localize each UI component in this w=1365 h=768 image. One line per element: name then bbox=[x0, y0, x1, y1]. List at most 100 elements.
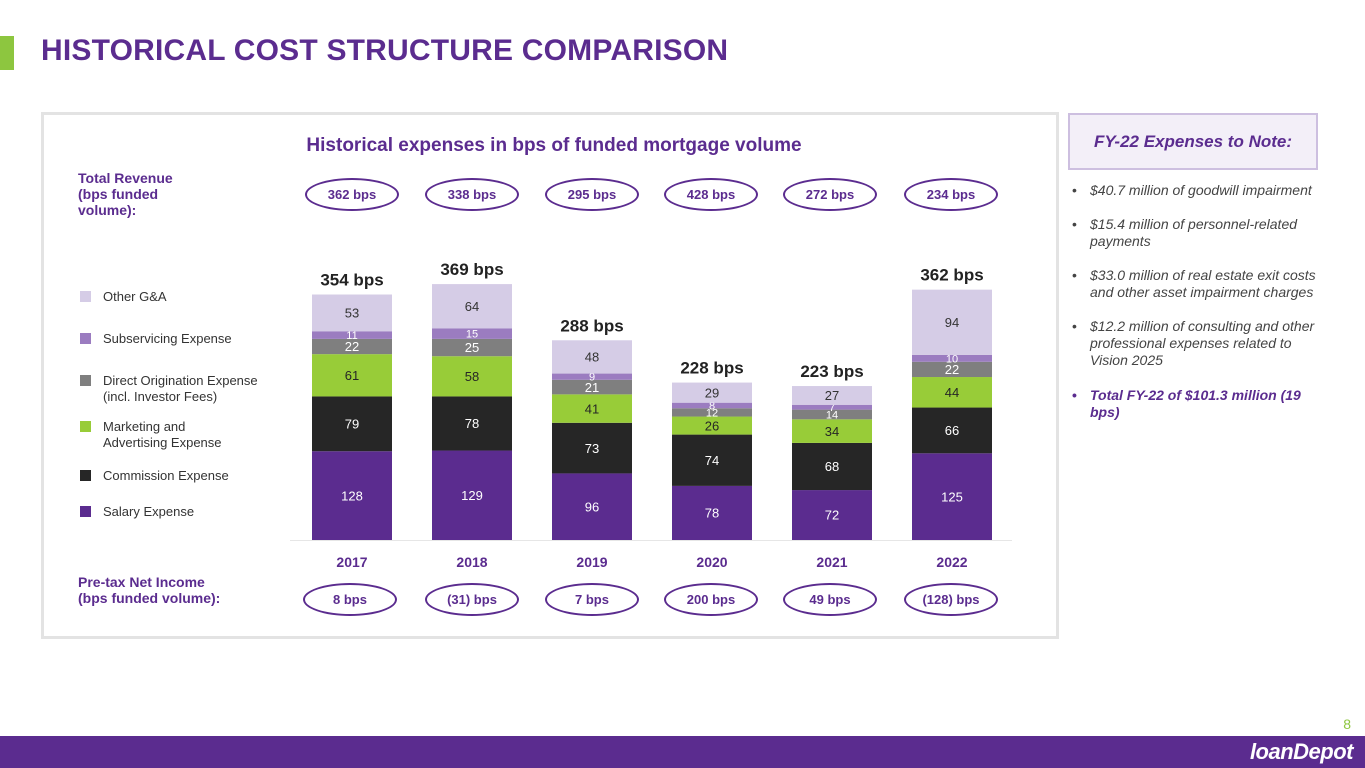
data-label: 29 bbox=[705, 385, 719, 400]
bar-total-label: 354 bps bbox=[320, 271, 383, 290]
legend-label: Subservicing Expense bbox=[103, 331, 232, 346]
legend-swatch bbox=[80, 375, 91, 386]
data-label: 34 bbox=[825, 424, 839, 439]
revenue-pill-2019: 295 bps bbox=[545, 178, 639, 211]
bar-segment-2021-salary-expense bbox=[792, 490, 872, 540]
income-pill-2017: 8 bps bbox=[303, 583, 397, 616]
bar-segment-2019-direct-origination-expense-incl-investor-fees- bbox=[552, 379, 632, 395]
income-pill-2022: (128) bps bbox=[904, 583, 998, 616]
bar-segment-2017-salary-expense bbox=[312, 451, 392, 540]
data-label: 94 bbox=[945, 315, 959, 330]
bar-total-label: 362 bps bbox=[920, 266, 983, 285]
note-item: $15.4 million of personnel-related payme… bbox=[1072, 216, 1322, 250]
revenue-pill-2020: 428 bps bbox=[664, 178, 758, 211]
data-label: 64 bbox=[465, 299, 479, 314]
revenue-pill-2018: 338 bps bbox=[425, 178, 519, 211]
data-label: 78 bbox=[465, 416, 479, 431]
bar-segment-2022-subservicing-expense bbox=[912, 354, 992, 362]
page-title: HISTORICAL COST STRUCTURE COMPARISON bbox=[41, 34, 729, 67]
legend-label: Other G&A bbox=[103, 289, 167, 304]
data-label: 41 bbox=[585, 401, 599, 416]
data-label: 21 bbox=[585, 380, 599, 395]
bar-segment-2021-subservicing-expense bbox=[792, 404, 872, 410]
data-label: 12 bbox=[706, 407, 718, 419]
x-tick-label: 2021 bbox=[816, 554, 847, 570]
x-tick-label: 2020 bbox=[696, 554, 727, 570]
data-label: 25 bbox=[465, 340, 479, 355]
bar-total-label: 223 bps bbox=[800, 362, 863, 381]
data-label: 27 bbox=[825, 388, 839, 403]
data-label: 44 bbox=[945, 385, 959, 400]
bar-segment-2017-marketing-and-advertising-expense bbox=[312, 354, 392, 397]
data-label: 73 bbox=[585, 441, 599, 456]
bar-segment-2018-subservicing-expense bbox=[432, 328, 512, 339]
x-tick-label: 2019 bbox=[576, 554, 607, 570]
bar-segment-2019-subservicing-expense bbox=[552, 373, 632, 380]
bar-segment-2022-commission-expense bbox=[912, 407, 992, 454]
bar-segment-2018-other-g-a bbox=[432, 284, 512, 329]
data-label: 22 bbox=[945, 362, 959, 377]
revenue-pill-2021: 272 bps bbox=[783, 178, 877, 211]
legend-swatch bbox=[80, 333, 91, 344]
page-number: 8 bbox=[1343, 716, 1351, 732]
bar-segment-2019-salary-expense bbox=[552, 473, 632, 540]
legend-item-subservicing: Subservicing Expense bbox=[80, 331, 278, 347]
bar-segment-2022-salary-expense bbox=[912, 453, 992, 540]
bar-segment-2017-other-g-a bbox=[312, 294, 392, 332]
bar-segment-2021-other-g-a bbox=[792, 386, 872, 405]
bar-segment-2017-subservicing-expense bbox=[312, 331, 392, 339]
bar-segment-2018-salary-expense bbox=[432, 450, 512, 540]
bar-segment-2020-direct-origination-expense-incl-investor-fees- bbox=[672, 408, 752, 417]
bar-segment-2020-salary-expense bbox=[672, 485, 752, 540]
data-label: 48 bbox=[585, 350, 599, 365]
bar-segment-2018-direct-origination-expense-incl-investor-fees- bbox=[432, 338, 512, 357]
data-label: 78 bbox=[705, 506, 719, 521]
data-label: 68 bbox=[825, 459, 839, 474]
bar-segment-2020-commission-expense bbox=[672, 434, 752, 486]
data-label: 66 bbox=[945, 423, 959, 438]
notes-title: FY-22 Expenses to Note: bbox=[1068, 113, 1318, 170]
bar-segment-2021-marketing-and-advertising-expense bbox=[792, 419, 872, 443]
bar-segment-2017-direct-origination-expense-incl-investor-fees- bbox=[312, 338, 392, 355]
title-accent-bar bbox=[0, 36, 14, 70]
legend-item-marketing: Marketing and Advertising Expense bbox=[80, 419, 243, 451]
data-label: 125 bbox=[941, 489, 963, 504]
legend-label: Direct Origination Expense (incl. Invest… bbox=[103, 373, 258, 404]
bar-segment-2022-direct-origination-expense-incl-investor-fees- bbox=[912, 361, 992, 378]
income-pill-2019: 7 bps bbox=[545, 583, 639, 616]
pretax-income-label: Pre-tax Net Income (bps funded volume): bbox=[78, 574, 221, 606]
income-pill-2020: 200 bps bbox=[664, 583, 758, 616]
bar-segment-2020-other-g-a bbox=[672, 382, 752, 403]
legend-item-salary: Salary Expense bbox=[80, 504, 278, 520]
legend-item-direct-origination: Direct Origination Expense (incl. Invest… bbox=[80, 373, 278, 405]
revenue-pill-2017: 362 bps bbox=[305, 178, 399, 211]
bar-total-label: 288 bps bbox=[560, 316, 623, 335]
bar-segment-2018-commission-expense bbox=[432, 396, 512, 451]
data-label: 26 bbox=[705, 418, 719, 433]
data-label: 10 bbox=[946, 353, 958, 365]
x-tick-label: 2022 bbox=[936, 554, 967, 570]
data-label: 72 bbox=[825, 508, 839, 523]
data-label: 129 bbox=[461, 488, 483, 503]
data-label: 14 bbox=[826, 409, 838, 421]
bar-segment-2017-commission-expense bbox=[312, 396, 392, 452]
legend-label: Marketing and Advertising Expense bbox=[103, 419, 222, 450]
bar-segment-2018-marketing-and-advertising-expense bbox=[432, 356, 512, 397]
data-label: 58 bbox=[465, 369, 479, 384]
footer-bar: loanDepot bbox=[0, 736, 1365, 768]
x-tick-label: 2017 bbox=[336, 554, 367, 570]
data-label: 53 bbox=[345, 306, 359, 321]
data-label: 8 bbox=[709, 400, 715, 412]
bar-total-label: 369 bps bbox=[440, 260, 503, 279]
total-revenue-label: Total Revenue (bps funded volume): bbox=[78, 170, 173, 218]
bar-segment-2021-commission-expense bbox=[792, 442, 872, 491]
note-item: $12.2 million of consulting and other pr… bbox=[1072, 318, 1322, 369]
note-item: $40.7 million of goodwill impairment bbox=[1072, 182, 1322, 199]
chart-title: Historical expenses in bps of funded mor… bbox=[306, 135, 802, 156]
income-pill-2018: (31) bps bbox=[425, 583, 519, 616]
data-label: 9 bbox=[589, 372, 595, 384]
legend-swatch bbox=[80, 421, 91, 432]
data-label: 128 bbox=[341, 488, 363, 503]
bar-segment-2019-commission-expense bbox=[552, 422, 632, 474]
